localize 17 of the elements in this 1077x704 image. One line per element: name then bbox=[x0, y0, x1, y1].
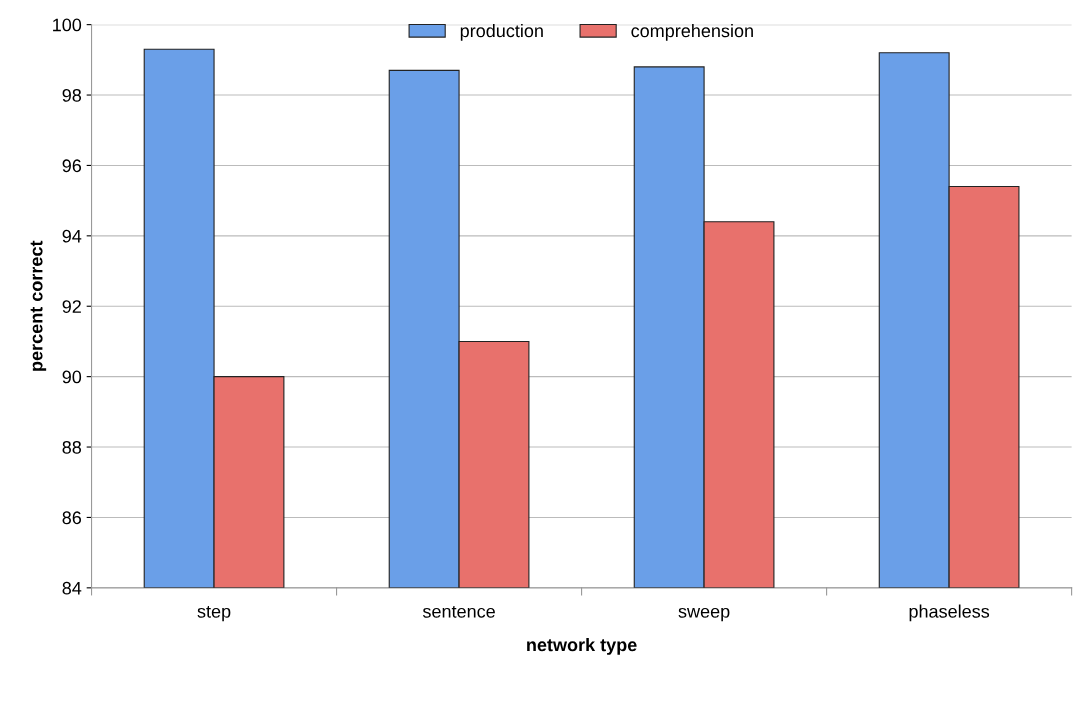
y-tick-label: 88 bbox=[62, 440, 82, 454]
y-tick-label: 100 bbox=[53, 18, 82, 32]
x-axis-title: network type bbox=[527, 638, 637, 655]
legend-label: production bbox=[460, 23, 543, 41]
y-tick-label: 86 bbox=[62, 511, 82, 525]
legend-label: comprehension bbox=[631, 23, 753, 41]
x-tick-label: sweep bbox=[678, 607, 730, 622]
y-tick-label: 94 bbox=[62, 229, 82, 243]
x-tick-label: phaseless bbox=[909, 604, 990, 622]
y-tick-label: 90 bbox=[62, 370, 82, 384]
y-axis-title: percent correct bbox=[30, 240, 47, 371]
y-tick-label: 84 bbox=[62, 581, 82, 595]
y-tick-label: 92 bbox=[62, 300, 81, 313]
x-tick-label: sentence bbox=[422, 605, 495, 618]
x-tick-label: step bbox=[197, 605, 231, 622]
y-tick-label: 96 bbox=[62, 159, 82, 173]
y-tick-label: 98 bbox=[62, 88, 82, 102]
